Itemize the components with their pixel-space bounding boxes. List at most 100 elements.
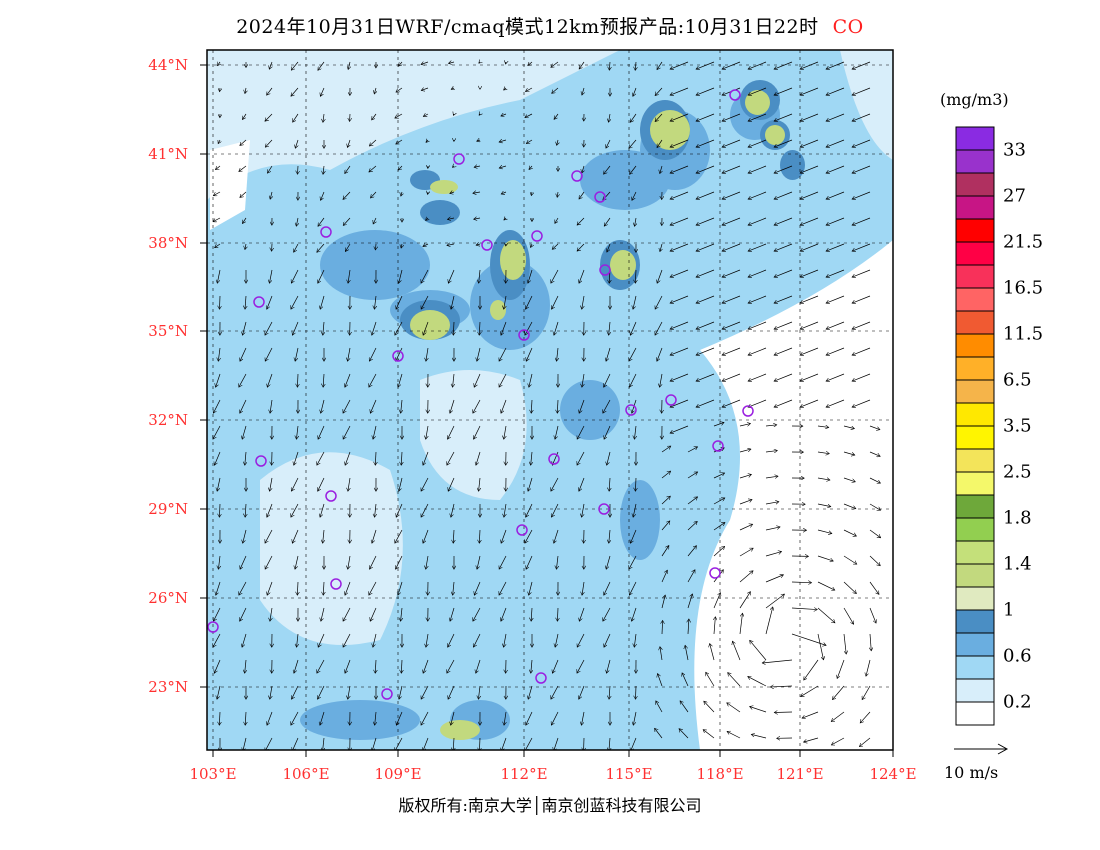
wind-arrow	[604, 581, 611, 595]
wind-arrow	[685, 645, 689, 661]
wind-arrow	[579, 191, 585, 199]
wind-arrow	[670, 243, 689, 251]
legend-swatch	[955, 609, 995, 634]
wind-arrow	[318, 269, 325, 283]
wind-arrow	[670, 269, 689, 277]
wind-arrow	[859, 737, 871, 747]
wind-arrow	[396, 87, 403, 92]
wind-arrow	[477, 347, 481, 361]
wind-arrow	[801, 685, 819, 697]
wind-arrow	[294, 659, 299, 673]
wind-arrow	[722, 347, 741, 355]
wind-arrow	[739, 547, 753, 557]
wind-arrow	[554, 529, 559, 543]
wind-arrow	[214, 451, 221, 465]
wind-arrow	[826, 87, 845, 95]
wind-arrow	[396, 347, 403, 361]
wind-arrow	[348, 685, 350, 699]
wind-arrow	[479, 737, 480, 750]
color-legend	[955, 126, 995, 726]
wind-arrow	[267, 165, 273, 173]
wind-arrow	[526, 555, 533, 569]
wind-arrow	[552, 295, 559, 309]
wind-arrow	[215, 243, 221, 248]
station-marker	[320, 226, 332, 238]
legend-swatch	[955, 356, 995, 381]
station-marker	[518, 329, 530, 341]
station-marker	[665, 394, 677, 406]
wind-arrow	[800, 347, 819, 355]
lat-label: 35°N	[148, 322, 188, 340]
wind-arrow	[661, 446, 671, 453]
wind-arrow	[423, 451, 429, 465]
wind-arrow	[660, 373, 663, 387]
wind-arrow	[504, 633, 507, 647]
legend-swatch	[955, 287, 995, 312]
wind-arrow	[323, 373, 324, 387]
wind-arrow	[479, 114, 480, 115]
wind-arrow	[473, 192, 481, 193]
wind-arrow	[748, 373, 767, 381]
wind-arrow	[345, 581, 351, 595]
wind-arrow	[670, 165, 689, 173]
wind-arrow	[370, 607, 377, 621]
wind-arrow	[448, 425, 455, 439]
wind-arrow	[526, 295, 533, 309]
wind-arrow	[670, 425, 689, 433]
wind-arrow	[317, 451, 325, 465]
wind-arrow	[852, 321, 871, 329]
wind-arrow	[843, 477, 855, 482]
wind-arrow	[657, 347, 663, 361]
wind-arrow	[399, 685, 403, 699]
legend-swatch	[955, 540, 995, 565]
wind-arrow	[661, 570, 667, 583]
wind-arrow	[770, 686, 793, 687]
wind-arrow	[479, 529, 480, 543]
wind-arrow	[802, 711, 819, 718]
wind-arrow	[396, 503, 403, 517]
wind-arrow	[292, 529, 299, 543]
wind-arrow	[375, 711, 376, 725]
wind-arrow	[722, 295, 741, 303]
wind-arrow	[748, 139, 767, 147]
wind-arrow	[765, 594, 785, 609]
wind-arrow	[870, 633, 871, 651]
wind-arrow	[531, 244, 532, 248]
wind-arrow	[474, 166, 481, 167]
wind-arrow	[688, 619, 689, 635]
wind-arrow	[604, 217, 611, 226]
wind-arrow	[604, 165, 611, 174]
wind-arrow	[242, 113, 247, 120]
wind-arrow	[661, 595, 665, 609]
wind-arrow	[869, 451, 880, 456]
wind-arrow	[852, 113, 871, 121]
wind-arrow	[421, 62, 429, 64]
wind-arrow	[292, 685, 299, 699]
wind-arrow	[862, 685, 871, 700]
wind-arrow	[817, 478, 830, 480]
wind-arrow	[294, 243, 299, 252]
station-marker	[594, 191, 606, 203]
wind-arrow	[214, 659, 221, 673]
wind-arrow	[243, 737, 247, 750]
wind-arrow	[504, 711, 506, 725]
wind-arrow	[447, 244, 455, 245]
wind-arrow	[826, 217, 845, 225]
wind-arrow	[265, 529, 273, 543]
wind-arrow	[395, 321, 403, 335]
wind-arrow	[499, 347, 507, 361]
wind-arrow	[739, 571, 753, 583]
wind-arrow	[296, 425, 298, 439]
wind-arrow	[448, 477, 455, 491]
legend-swatch	[955, 655, 995, 680]
wind-arrow	[826, 139, 845, 147]
wind-arrow	[607, 243, 611, 252]
lon-label: 106°E	[282, 765, 330, 783]
wind-arrow	[245, 243, 246, 250]
wind-arrow	[450, 399, 455, 413]
wind-arrow	[375, 659, 376, 673]
wind-arrow	[320, 295, 325, 309]
wind-arrow	[323, 321, 324, 335]
wind-arrow	[218, 347, 220, 361]
wind-arrow	[267, 373, 273, 387]
